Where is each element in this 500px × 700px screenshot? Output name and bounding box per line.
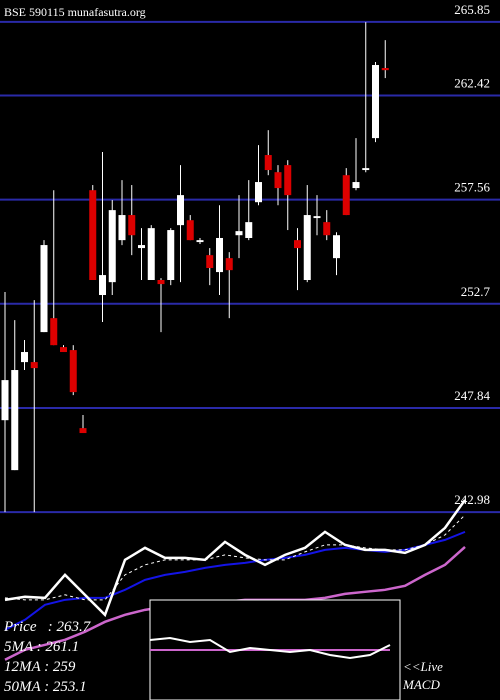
indicator-line — [4, 499, 467, 618]
candle-body — [323, 222, 331, 236]
candle-body — [69, 350, 77, 393]
candle-body — [11, 370, 19, 471]
candle-body — [167, 230, 175, 281]
y-tick-label: 242.98 — [454, 492, 490, 507]
candle-body — [50, 318, 58, 346]
y-tick-label: 252.7 — [461, 284, 491, 299]
candle-body — [333, 235, 340, 259]
candle-body — [30, 362, 38, 369]
price-label: Price : 263.7 — [3, 619, 92, 635]
candle-body — [284, 165, 292, 196]
macd-line — [149, 636, 391, 660]
candle-body — [245, 222, 253, 238]
chart-title: BSE 590115 munafasutra.org — [4, 5, 146, 19]
y-tick-label: 265.85 — [454, 2, 490, 17]
y-tick-label: 257.56 — [454, 180, 490, 195]
candle-body — [216, 237, 223, 273]
candle-body — [362, 168, 370, 171]
candle-body — [342, 175, 350, 216]
candle-body — [381, 68, 389, 71]
candle-body — [157, 280, 165, 285]
macd-label: MACD — [402, 677, 440, 692]
y-tick-label: 247.84 — [454, 388, 490, 403]
candle-body — [118, 215, 126, 241]
candle-body — [21, 352, 28, 363]
ma50-label: 50MA : 253.1 — [4, 679, 87, 695]
candles — [1, 22, 389, 513]
candle-body — [352, 182, 360, 189]
candle-body — [147, 228, 155, 281]
candle-body — [225, 258, 233, 271]
ma12-label: 12MA : 259 — [4, 659, 76, 675]
labels: BSE 590115 munafasutra.org Price : 263.7… — [3, 5, 443, 695]
candle-body — [274, 172, 282, 189]
grid: 265.85 262.42 257.56 252.7 247.84 242.98 — [0, 2, 500, 514]
candle-body — [1, 380, 9, 421]
ma5-label: 5MA : 261.1 — [4, 639, 79, 655]
candle-body — [138, 245, 145, 249]
candle-body — [99, 275, 106, 296]
candle-body — [313, 216, 321, 219]
candle-body — [40, 245, 48, 333]
candle-body — [206, 255, 214, 269]
candle-body — [79, 428, 87, 434]
candle-body — [186, 220, 194, 241]
candle-body — [303, 215, 311, 281]
candle-body — [372, 65, 379, 139]
macd-label: <<Live — [403, 659, 443, 674]
candle-body — [108, 210, 116, 283]
macd-panel — [149, 599, 401, 700]
candle-body — [235, 231, 243, 236]
candle-body — [60, 347, 67, 353]
candle-body — [294, 240, 301, 249]
candle-body — [255, 182, 262, 203]
candle-body — [128, 215, 136, 236]
candle-body — [177, 195, 184, 226]
candle-body — [264, 155, 272, 171]
y-tick-label: 262.42 — [454, 75, 490, 90]
candle-body — [89, 190, 97, 281]
candle-body — [196, 240, 204, 243]
